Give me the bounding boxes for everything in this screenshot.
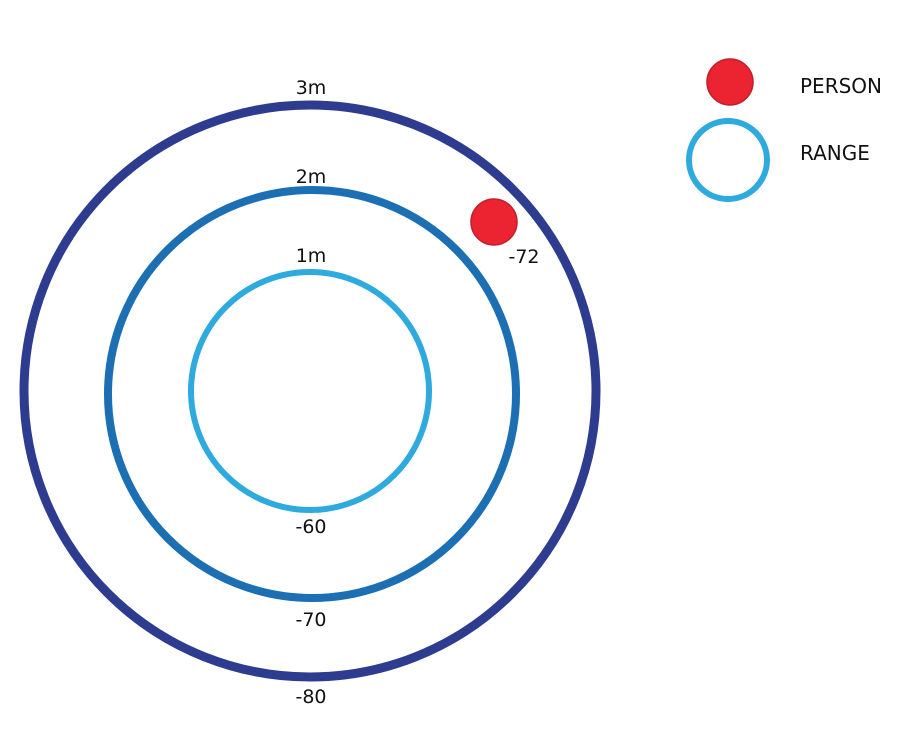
legend-person-swatch <box>706 58 754 106</box>
legend-range-label: RANGE <box>800 141 870 165</box>
legend: PERSON RANGE <box>686 58 882 202</box>
rssi-label-outer: -80 <box>295 686 326 708</box>
range-ring-middle <box>104 186 520 602</box>
range-ring-outer <box>19 100 601 682</box>
person-rssi-label: -72 <box>508 246 539 268</box>
distance-label-outer: 3m <box>296 77 327 99</box>
person-marker <box>470 198 518 246</box>
rssi-label-middle: -70 <box>295 609 326 631</box>
legend-range-swatch <box>686 118 770 202</box>
distance-label-middle: 2m <box>296 166 327 188</box>
legend-person-label: PERSON <box>800 74 882 98</box>
range-ring-inner <box>188 269 432 513</box>
rssi-label-inner: -60 <box>295 516 326 538</box>
distance-label-inner: 1m <box>296 245 327 267</box>
